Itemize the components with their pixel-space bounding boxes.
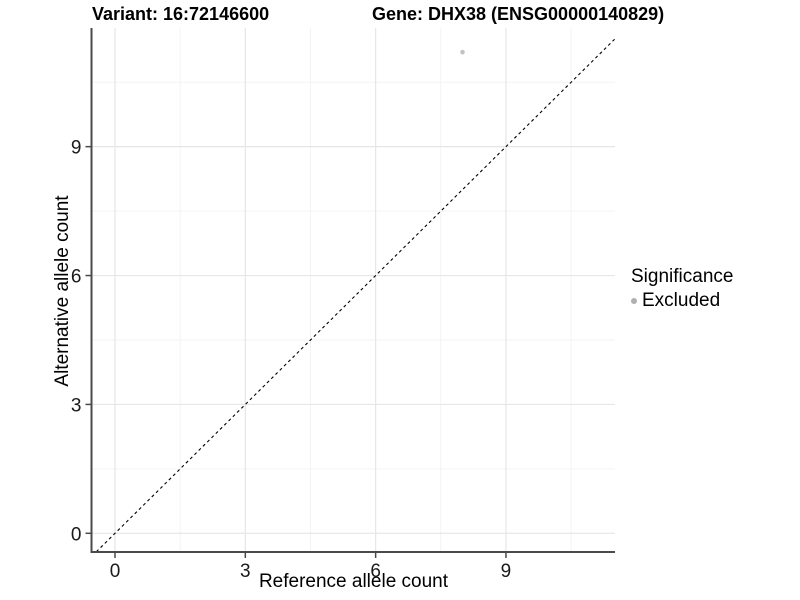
x-axis-label: Reference allele count xyxy=(258,571,449,592)
svg-text:0: 0 xyxy=(110,561,121,582)
plot-title-variant: Variant: 16:72146600 xyxy=(92,4,270,24)
svg-text:6: 6 xyxy=(370,561,381,582)
legend-item-excluded: Excluded xyxy=(631,290,733,312)
legend-item-label: Excluded xyxy=(642,290,721,311)
svg-text:6: 6 xyxy=(71,267,82,288)
legend-title: Significance xyxy=(631,266,734,287)
svg-text:3: 3 xyxy=(240,561,251,582)
legend-key-dot-icon xyxy=(631,298,637,304)
plot-title-gene: Gene: DHX38 (ENSG00000140829) xyxy=(372,4,665,24)
svg-text:0: 0 xyxy=(71,524,82,545)
svg-text:9: 9 xyxy=(501,561,512,582)
legend: Significance Excluded xyxy=(631,266,733,312)
svg-text:9: 9 xyxy=(71,138,82,159)
data-point xyxy=(460,49,465,55)
svg-text:3: 3 xyxy=(71,395,82,416)
